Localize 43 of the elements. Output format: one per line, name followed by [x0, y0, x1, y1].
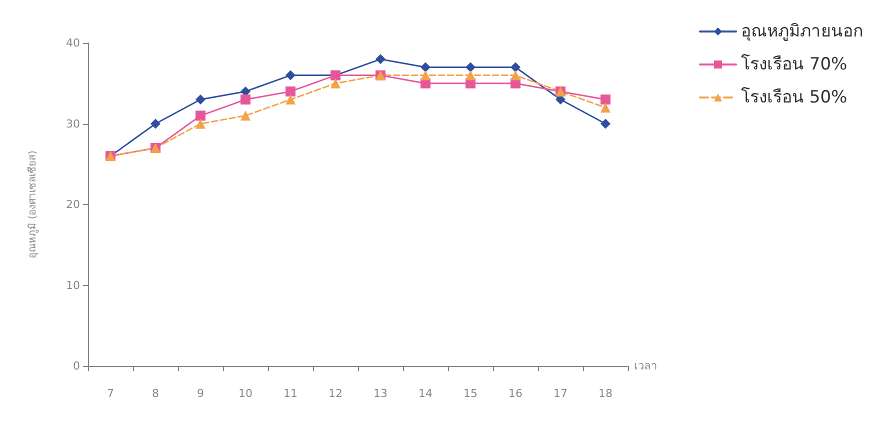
point: [600, 94, 610, 105]
point: [286, 94, 296, 105]
point: [600, 118, 610, 129]
point: [376, 54, 386, 64]
point: [196, 94, 206, 105]
y-tick-label: 10: [66, 278, 80, 292]
point: [240, 110, 250, 121]
legend-label: โรงเรือน 70%: [741, 54, 848, 74]
point: [510, 62, 520, 72]
x-tick-label: 15: [464, 387, 478, 400]
point: [196, 118, 206, 129]
y-tick-label: 30: [66, 117, 80, 130]
x-axis-title: เวลา: [634, 360, 657, 372]
y-axis-title: อุณหภูมิ (องศาเซลเซียส): [26, 150, 38, 258]
x-tick-label: 7: [107, 387, 114, 400]
point: [510, 70, 520, 80]
x-tick-label: 9: [197, 387, 204, 400]
y-tick-label: 20: [66, 198, 80, 211]
point: [600, 102, 610, 113]
point: [196, 110, 206, 121]
point: [150, 118, 160, 129]
point: [420, 70, 430, 80]
x-tick-label: 16: [508, 387, 522, 400]
point: [420, 62, 430, 72]
point: [330, 78, 340, 88]
x-tick-label: 10: [238, 387, 252, 400]
x-tick-label: 17: [554, 387, 568, 400]
y-tick-label: 0: [73, 360, 80, 372]
point: [286, 70, 296, 80]
point: [240, 86, 250, 96]
y-tick-label: 40: [66, 36, 80, 50]
x-tick-label: 8: [152, 387, 159, 400]
x-tick-label: 14: [418, 387, 432, 400]
x-tick-label: 11: [284, 387, 298, 400]
legend-label: โรงเรือน 50%: [741, 86, 848, 108]
point: [286, 86, 296, 96]
point: [240, 94, 250, 105]
legend-label: อุณหภูมิภายนอก: [741, 22, 863, 42]
x-tick-label: 12: [328, 387, 342, 400]
x-tick-label: 13: [374, 387, 388, 400]
point: [466, 62, 476, 72]
x-tick-label: 18: [598, 387, 612, 400]
point: [466, 70, 476, 80]
